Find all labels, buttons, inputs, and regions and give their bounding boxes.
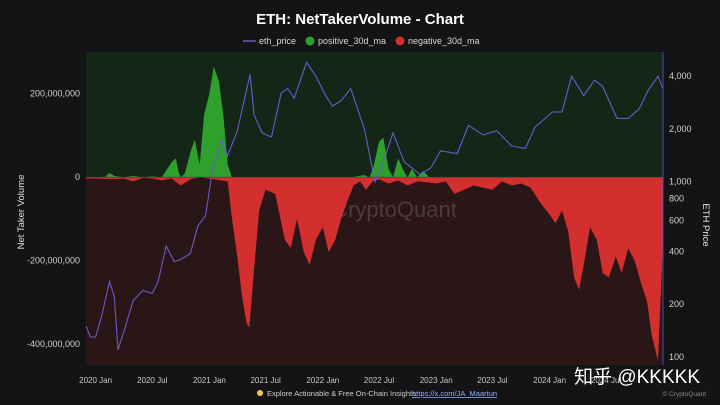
y-right-tick-label: 800 bbox=[669, 194, 684, 204]
x-tick-label: 2023 Jan bbox=[420, 376, 453, 385]
y-left-tick-label: 0 bbox=[75, 172, 80, 182]
y-axis-left-label: Net Taker Volume bbox=[16, 175, 27, 250]
y-right-tick-label: 4,000 bbox=[669, 71, 692, 81]
x-tick-label: 2022 Jul bbox=[364, 376, 394, 385]
y-right-tick-label: 100 bbox=[669, 352, 684, 362]
copyright: © CryptoQuant bbox=[663, 390, 707, 398]
footer-text: Explore Actionable & Free On-Chain Insig… bbox=[267, 389, 418, 398]
y-right-tick-label: 600 bbox=[669, 216, 684, 226]
chart-title: ETH: NetTakerVolume - Chart bbox=[256, 11, 464, 28]
x-tick-label: 2024 Jul bbox=[591, 376, 621, 385]
legend-label-eth-price[interactable]: eth_price bbox=[259, 36, 296, 46]
x-tick-label: 2024 Jan bbox=[533, 376, 566, 385]
y-left-tick-label: -200,000,000 bbox=[27, 256, 80, 266]
y-right-tick-label: 2,000 bbox=[669, 124, 692, 134]
x-tick-label: 2023 Jul bbox=[477, 376, 507, 385]
y-axis-right: 4,000 2,000 1,000 800 600 400 200 100 bbox=[669, 71, 692, 362]
series-eth-price bbox=[85, 61, 664, 350]
x-tick-label: 2022 Jan bbox=[306, 376, 339, 385]
legend-label-positive[interactable]: positive_30d_ma bbox=[318, 36, 386, 46]
y-right-tick-label: 200 bbox=[669, 299, 684, 309]
series-negative-30d-ma bbox=[86, 177, 663, 361]
bulb-icon bbox=[257, 390, 263, 396]
x-tick-label: 2020 Jul bbox=[137, 376, 167, 385]
y-right-tick-label: 400 bbox=[669, 247, 684, 257]
x-axis: 2020 Jan 2020 Jul 2021 Jan 2021 Jul 2022 Jan… bbox=[79, 376, 621, 385]
footer-link[interactable]: https://x.com/JA_Maartun bbox=[412, 389, 497, 398]
x-tick-label: 2021 Jul bbox=[250, 376, 280, 385]
legend[interactable]: eth_price positive_30d_ma negative_30d_m… bbox=[243, 36, 480, 46]
y-right-tick-label: 1,000 bbox=[669, 177, 692, 187]
y-axis-left: 200,000,000 0 -200,000,000 -400,000,000 bbox=[27, 89, 80, 349]
y-axis-right-label: ETH Price bbox=[700, 203, 711, 246]
x-tick-label: 2020 Jan bbox=[79, 376, 112, 385]
legend-swatch-negative bbox=[395, 36, 405, 46]
positive-zone bbox=[86, 52, 663, 178]
cryptoquant-watermark: CryptoQuant bbox=[332, 197, 457, 222]
zhihu-watermark: 知乎 @KKKKK bbox=[574, 366, 700, 388]
x-tick-label: 2021 Jan bbox=[193, 376, 226, 385]
y-left-tick-label: -400,000,000 bbox=[27, 339, 80, 349]
footer: Explore Actionable & Free On-Chain Insig… bbox=[257, 389, 706, 398]
legend-label-negative[interactable]: negative_30d_ma bbox=[408, 36, 480, 46]
y-left-tick-label: 200,000,000 bbox=[30, 89, 80, 99]
legend-swatch-positive bbox=[305, 36, 315, 46]
